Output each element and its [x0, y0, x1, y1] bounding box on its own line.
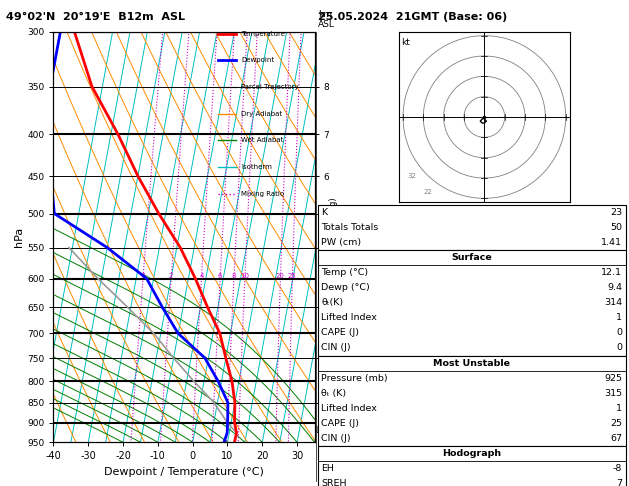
- Text: 20: 20: [276, 273, 285, 278]
- Text: 6: 6: [218, 273, 223, 278]
- Text: Parcel Trajectory: Parcel Trajectory: [242, 84, 299, 90]
- Text: 32: 32: [407, 173, 416, 179]
- Text: CAPE (J): CAPE (J): [321, 419, 359, 428]
- Text: 1.41: 1.41: [601, 238, 622, 247]
- Text: 49°02'N  20°19'E  B12m  ASL: 49°02'N 20°19'E B12m ASL: [6, 12, 186, 22]
- Text: Pressure (mb): Pressure (mb): [321, 374, 388, 382]
- Text: 0: 0: [616, 329, 622, 337]
- Text: 25.05.2024  21GMT (Base: 06): 25.05.2024 21GMT (Base: 06): [318, 12, 507, 22]
- Text: 314: 314: [604, 298, 622, 307]
- Text: 7: 7: [616, 479, 622, 486]
- Text: CIN (J): CIN (J): [321, 344, 351, 352]
- Text: 10: 10: [240, 273, 249, 278]
- Text: CAPE (J): CAPE (J): [321, 329, 359, 337]
- Text: K: K: [321, 208, 328, 217]
- Text: Dry Adiabat: Dry Adiabat: [242, 111, 282, 117]
- Text: CIN (J): CIN (J): [321, 434, 351, 443]
- Text: Surface: Surface: [452, 253, 492, 262]
- Text: 0: 0: [616, 344, 622, 352]
- Text: Totals Totals: Totals Totals: [321, 223, 379, 232]
- Text: 8: 8: [231, 273, 236, 278]
- Text: θₜ (K): θₜ (K): [321, 389, 347, 398]
- Text: SREH: SREH: [321, 479, 347, 486]
- Text: 315: 315: [604, 389, 622, 398]
- Text: Temperature: Temperature: [242, 31, 286, 36]
- Text: 23: 23: [610, 208, 622, 217]
- Text: 4: 4: [199, 273, 204, 278]
- Text: 25: 25: [288, 273, 297, 278]
- Text: 9.4: 9.4: [607, 283, 622, 292]
- Text: θₜ(K): θₜ(K): [321, 298, 343, 307]
- Text: Mixing Ratio: Mixing Ratio: [242, 191, 284, 197]
- Text: -8: -8: [613, 464, 622, 473]
- Text: EH: EH: [321, 464, 334, 473]
- X-axis label: Dewpoint / Temperature (°C): Dewpoint / Temperature (°C): [104, 467, 264, 477]
- Text: Wet Adiabat: Wet Adiabat: [242, 138, 284, 143]
- Text: kt: kt: [401, 38, 410, 47]
- Text: © weatheronline.co.uk: © weatheronline.co.uk: [424, 471, 520, 480]
- Text: km
ASL: km ASL: [318, 11, 335, 29]
- Text: Lifted Index: Lifted Index: [321, 404, 377, 413]
- Text: Isotherm: Isotherm: [242, 164, 272, 170]
- Text: 1: 1: [616, 404, 622, 413]
- Text: 1: 1: [616, 313, 622, 322]
- Text: 25: 25: [610, 419, 622, 428]
- Text: Lifted Index: Lifted Index: [321, 313, 377, 322]
- Text: 1: 1: [141, 273, 145, 278]
- Text: 2: 2: [169, 273, 174, 278]
- Text: 50: 50: [610, 223, 622, 232]
- Text: Dewp (°C): Dewp (°C): [321, 283, 370, 292]
- Text: 22: 22: [423, 189, 432, 195]
- Text: PW (cm): PW (cm): [321, 238, 362, 247]
- Text: Dewpoint: Dewpoint: [242, 57, 274, 63]
- Text: LCL: LCL: [315, 426, 329, 435]
- Text: Temp (°C): Temp (°C): [321, 268, 369, 277]
- Text: 12.1: 12.1: [601, 268, 622, 277]
- Y-axis label: hPa: hPa: [14, 227, 25, 247]
- Text: Hodograph: Hodograph: [442, 449, 501, 458]
- Text: Most Unstable: Most Unstable: [433, 359, 510, 367]
- Text: 67: 67: [610, 434, 622, 443]
- Text: Mixing Ratio (g/kg): Mixing Ratio (g/kg): [329, 197, 338, 277]
- Text: 925: 925: [604, 374, 622, 382]
